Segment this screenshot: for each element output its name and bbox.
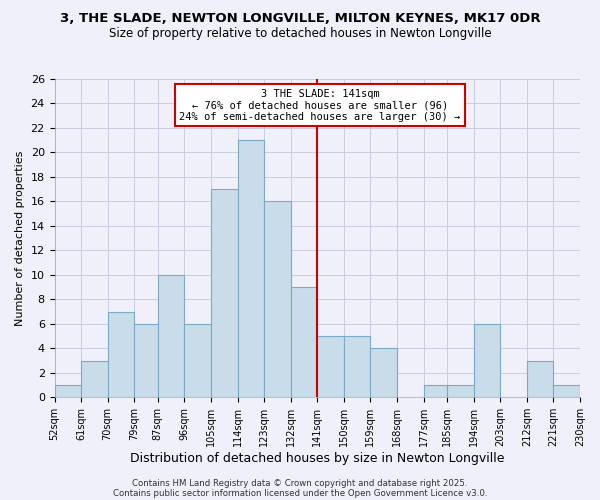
- Bar: [81, 360, 107, 398]
- Text: 3, THE SLADE, NEWTON LONGVILLE, MILTON KEYNES, MK17 0DR: 3, THE SLADE, NEWTON LONGVILLE, MILTON K…: [59, 12, 541, 26]
- Bar: [317, 336, 344, 398]
- Bar: [474, 324, 500, 398]
- Y-axis label: Number of detached properties: Number of detached properties: [15, 150, 25, 326]
- Bar: [107, 312, 134, 398]
- Bar: [344, 336, 370, 398]
- Bar: [238, 140, 264, 398]
- Text: 3 THE SLADE: 141sqm
← 76% of detached houses are smaller (96)
24% of semi-detach: 3 THE SLADE: 141sqm ← 76% of detached ho…: [179, 88, 461, 122]
- Bar: [134, 324, 158, 398]
- X-axis label: Distribution of detached houses by size in Newton Longville: Distribution of detached houses by size …: [130, 452, 505, 465]
- Bar: [264, 202, 290, 398]
- Bar: [370, 348, 397, 398]
- Text: Contains HM Land Registry data © Crown copyright and database right 2025.: Contains HM Land Registry data © Crown c…: [132, 478, 468, 488]
- Bar: [553, 385, 580, 398]
- Text: Contains public sector information licensed under the Open Government Licence v3: Contains public sector information licen…: [113, 488, 487, 498]
- Bar: [527, 360, 553, 398]
- Bar: [55, 385, 81, 398]
- Bar: [290, 287, 317, 398]
- Text: Size of property relative to detached houses in Newton Longville: Size of property relative to detached ho…: [109, 28, 491, 40]
- Bar: [184, 324, 211, 398]
- Bar: [211, 189, 238, 398]
- Bar: [424, 385, 447, 398]
- Bar: [158, 275, 184, 398]
- Bar: [447, 385, 474, 398]
